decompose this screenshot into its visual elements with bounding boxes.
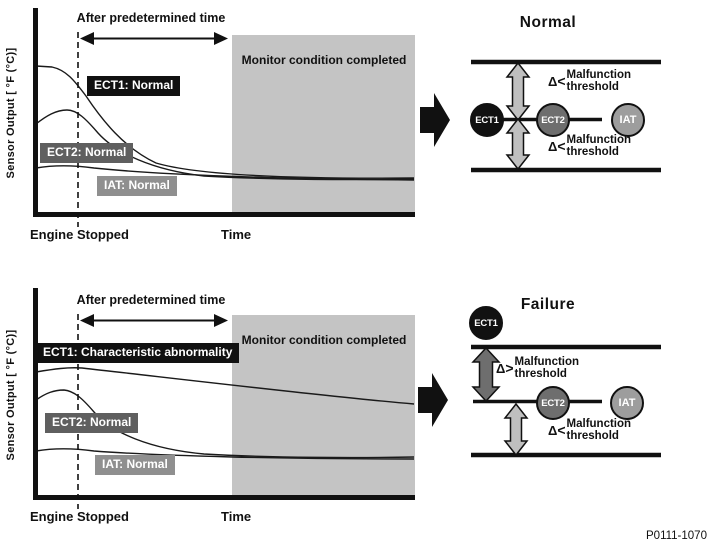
ect1-series-label-failure: ECT1: Characteristic abnormality xyxy=(36,343,240,363)
normal-lower-delta-arrow xyxy=(505,117,531,171)
time-label-normal: Time xyxy=(221,227,252,242)
time-label-failure: Time xyxy=(221,509,252,524)
iat-series-label-failure: IAT: Normal xyxy=(95,455,175,475)
engine-stopped-label-failure: Engine Stopped xyxy=(30,509,129,524)
comparator-symbol: < xyxy=(557,421,566,438)
y-axis-label-normal: Sensor Output [ °F (°C)] xyxy=(5,47,17,179)
transition-arrow-failure xyxy=(418,373,448,427)
ect2-node-normal: ECT2 xyxy=(536,103,570,137)
iat-series-label-normal: IAT: Normal xyxy=(97,176,177,196)
ect1-curve-failure xyxy=(35,367,415,405)
failure-upper-delta-arrow xyxy=(471,346,501,403)
ect2-series-label-normal: ECT2: Normal xyxy=(40,143,134,163)
iat-curve-normal xyxy=(35,165,415,181)
ect1-curve-normal xyxy=(35,65,415,179)
predetermined-time-arrow-normal xyxy=(80,32,228,45)
after-predetermined-time-label-normal: After predetermined time xyxy=(76,11,226,25)
ect1-series-label-normal: ECT1: Normal xyxy=(87,76,181,96)
predetermined-time-arrow-failure xyxy=(80,314,228,327)
threshold-text: Malfunction threshold xyxy=(566,134,632,158)
normal-upper-delta-arrow xyxy=(505,61,531,122)
y-axis-label-failure: Sensor Output [ °F (°C)] xyxy=(5,329,17,461)
transition-arrow-normal xyxy=(420,93,450,147)
engine-stopped-label-normal: Engine Stopped xyxy=(30,227,129,242)
delta-symbol: Δ xyxy=(548,422,558,438)
ect2-node-failure: ECT2 xyxy=(536,386,570,420)
failure-lower-malfunction-threshold: Δ < Malfunction threshold xyxy=(548,418,631,442)
monitor-condition-label-failure: Monitor condition completed xyxy=(241,333,407,347)
monitor-condition-label-normal: Monitor condition completed xyxy=(241,53,407,67)
ect1-node-normal: ECT1 xyxy=(470,103,504,137)
iat-curve-failure xyxy=(35,448,415,460)
monitor-box-failure xyxy=(232,315,415,495)
comparator-symbol: < xyxy=(557,137,566,154)
delta-symbol: Δ xyxy=(548,73,558,89)
normal-upper-malfunction-threshold: Δ < Malfunction threshold xyxy=(548,69,631,93)
monitor-box-normal xyxy=(232,35,415,212)
failure-diagram-title: Failure xyxy=(520,296,576,313)
threshold-text: Malfunction threshold xyxy=(566,418,632,442)
ect2-series-label-failure: ECT2: Normal xyxy=(45,413,139,433)
failure-upper-malfunction-threshold: Δ > Malfunction threshold xyxy=(496,356,579,380)
ect1-node-failure: ECT1 xyxy=(469,306,503,340)
after-predetermined-time-label-failure: After predetermined time xyxy=(76,293,226,307)
figure-part-number: P0111-1070 xyxy=(646,530,707,542)
delta-symbol: Δ xyxy=(548,138,558,154)
failure-lower-delta-arrow xyxy=(503,402,529,457)
threshold-text: Malfunction threshold xyxy=(514,356,580,380)
ect2-curve-failure xyxy=(35,389,415,459)
iat-node-normal: IAT xyxy=(611,103,645,137)
threshold-text: Malfunction threshold xyxy=(566,69,632,93)
delta-symbol: Δ xyxy=(496,360,506,376)
comparator-symbol: < xyxy=(557,72,566,89)
iat-node-failure: IAT xyxy=(610,386,644,420)
normal-diagram-title: Normal xyxy=(519,14,577,31)
normal-lower-malfunction-threshold: Δ < Malfunction threshold xyxy=(548,134,631,158)
comparator-symbol: > xyxy=(505,359,514,376)
